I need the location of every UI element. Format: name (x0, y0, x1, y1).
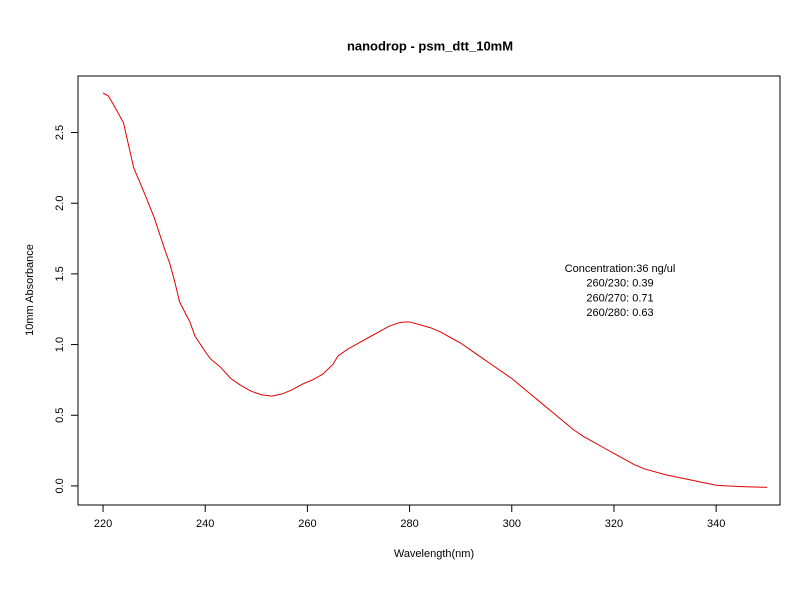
annotation: 260/230: 0.39 (586, 278, 653, 290)
y-tick-label: 0.0 (54, 478, 66, 493)
y-tick-label: 1.0 (54, 337, 66, 352)
y-tick-label: 0.5 (54, 408, 66, 423)
x-tick-label: 220 (94, 518, 112, 530)
y-tick-label: 1.5 (54, 266, 66, 281)
plot-frame (77, 75, 781, 506)
annotation: Concentration:36 ng/ul (565, 263, 676, 275)
x-tick-label: 240 (196, 518, 214, 530)
y-axis-label: 10mm Absorbance (24, 244, 36, 336)
annotation: 260/270: 0.71 (586, 292, 653, 304)
x-tick-label: 280 (400, 518, 418, 530)
y-tick-label: 2.0 (54, 196, 66, 211)
x-tick-label: 300 (503, 518, 521, 530)
x-tick-label: 320 (605, 518, 623, 530)
x-axis-label: Wavelength(nm) (394, 548, 474, 560)
chart-title: nanodrop - psm_dtt_10mM (347, 38, 513, 53)
x-tick-label: 260 (298, 518, 316, 530)
annotation: 260/280: 0.63 (586, 307, 653, 319)
y-tick-label: 2.5 (54, 125, 66, 140)
x-tick-label: 340 (707, 518, 725, 530)
data-line (102, 92, 768, 488)
